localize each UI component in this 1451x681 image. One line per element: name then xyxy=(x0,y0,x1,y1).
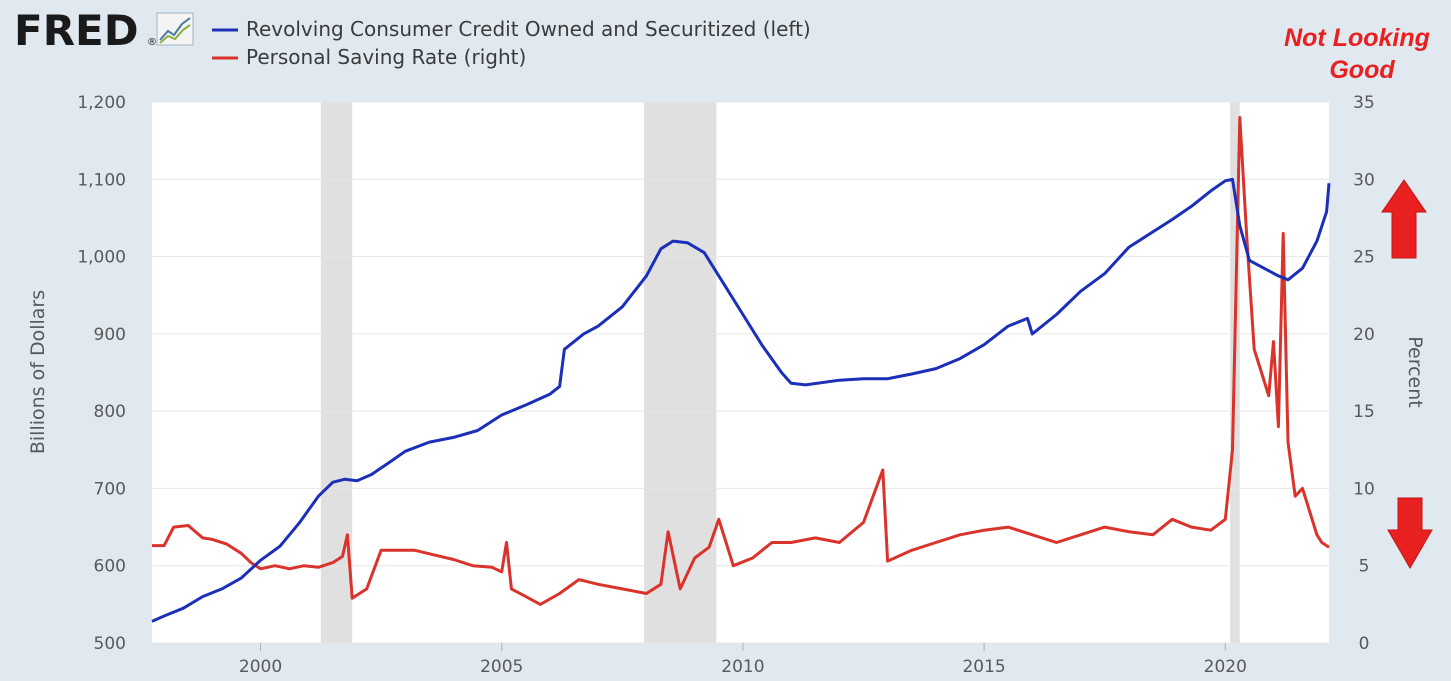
gridlines xyxy=(152,101,1329,644)
right-tick-label: 35 xyxy=(1353,93,1375,113)
left-tick-label: 800 xyxy=(94,402,126,422)
annotation-line-2: Good xyxy=(1329,56,1395,84)
left-tick-label: 600 xyxy=(94,557,126,577)
annotation-line-1: Not Looking xyxy=(1284,24,1430,52)
x-tick-label: 2000 xyxy=(239,657,282,677)
left-tick-label: 1,000 xyxy=(77,248,126,268)
trademark-symbol: ® xyxy=(147,37,157,48)
left-tick-label: 500 xyxy=(94,634,126,654)
fred-logo[interactable]: FRED ® xyxy=(14,6,194,55)
arrow-down-icon xyxy=(1387,497,1433,569)
series-line-saving-rate xyxy=(152,116,1330,606)
left-tick-label: 900 xyxy=(94,325,126,345)
series-line-revolving-credit xyxy=(151,177,1331,623)
left-tick-label: 700 xyxy=(94,479,126,499)
x-tick-label: 2005 xyxy=(480,657,523,677)
legend-label-credit: Revolving Consumer Credit Owned and Secu… xyxy=(246,17,811,41)
recession-band-0 xyxy=(320,102,353,643)
right-tick-label: 5 xyxy=(1359,557,1370,577)
left-axis-title: Billions of Dollars xyxy=(27,290,49,454)
x-tick-label: 2015 xyxy=(962,657,1005,677)
recession-band-1 xyxy=(644,102,717,643)
x-tick-label: 2020 xyxy=(1204,657,1247,677)
legend: Revolving Consumer Credit Owned and Secu… xyxy=(212,17,811,69)
trend-line-icon xyxy=(156,12,194,46)
right-axis-ticks: 0 5 10 15 20 25 30 35 xyxy=(1353,93,1375,654)
left-tick-label: 1,100 xyxy=(77,170,126,190)
right-tick-label: 25 xyxy=(1353,248,1375,268)
right-tick-label: 30 xyxy=(1353,170,1375,190)
fred-logo-text: FRED xyxy=(14,6,139,55)
x-tick-label: 2010 xyxy=(721,657,764,677)
left-axis-ticks: 500 600 700 800 900 1,000 1,100 1,200 xyxy=(77,93,126,654)
left-tick-label: 1,200 xyxy=(77,93,126,113)
right-tick-label: 0 xyxy=(1359,634,1370,654)
right-axis-title: Percent xyxy=(1404,336,1426,408)
arrow-up-icon xyxy=(1381,179,1427,259)
right-tick-label: 15 xyxy=(1353,402,1375,422)
annotation: Not Looking Good xyxy=(1284,24,1430,84)
right-tick-label: 10 xyxy=(1353,479,1375,499)
legend-label-saving: Personal Saving Rate (right) xyxy=(246,45,526,69)
x-axis-ticks: 2000 2005 2010 2015 2020 xyxy=(239,643,1247,677)
right-tick-label: 20 xyxy=(1353,325,1375,345)
